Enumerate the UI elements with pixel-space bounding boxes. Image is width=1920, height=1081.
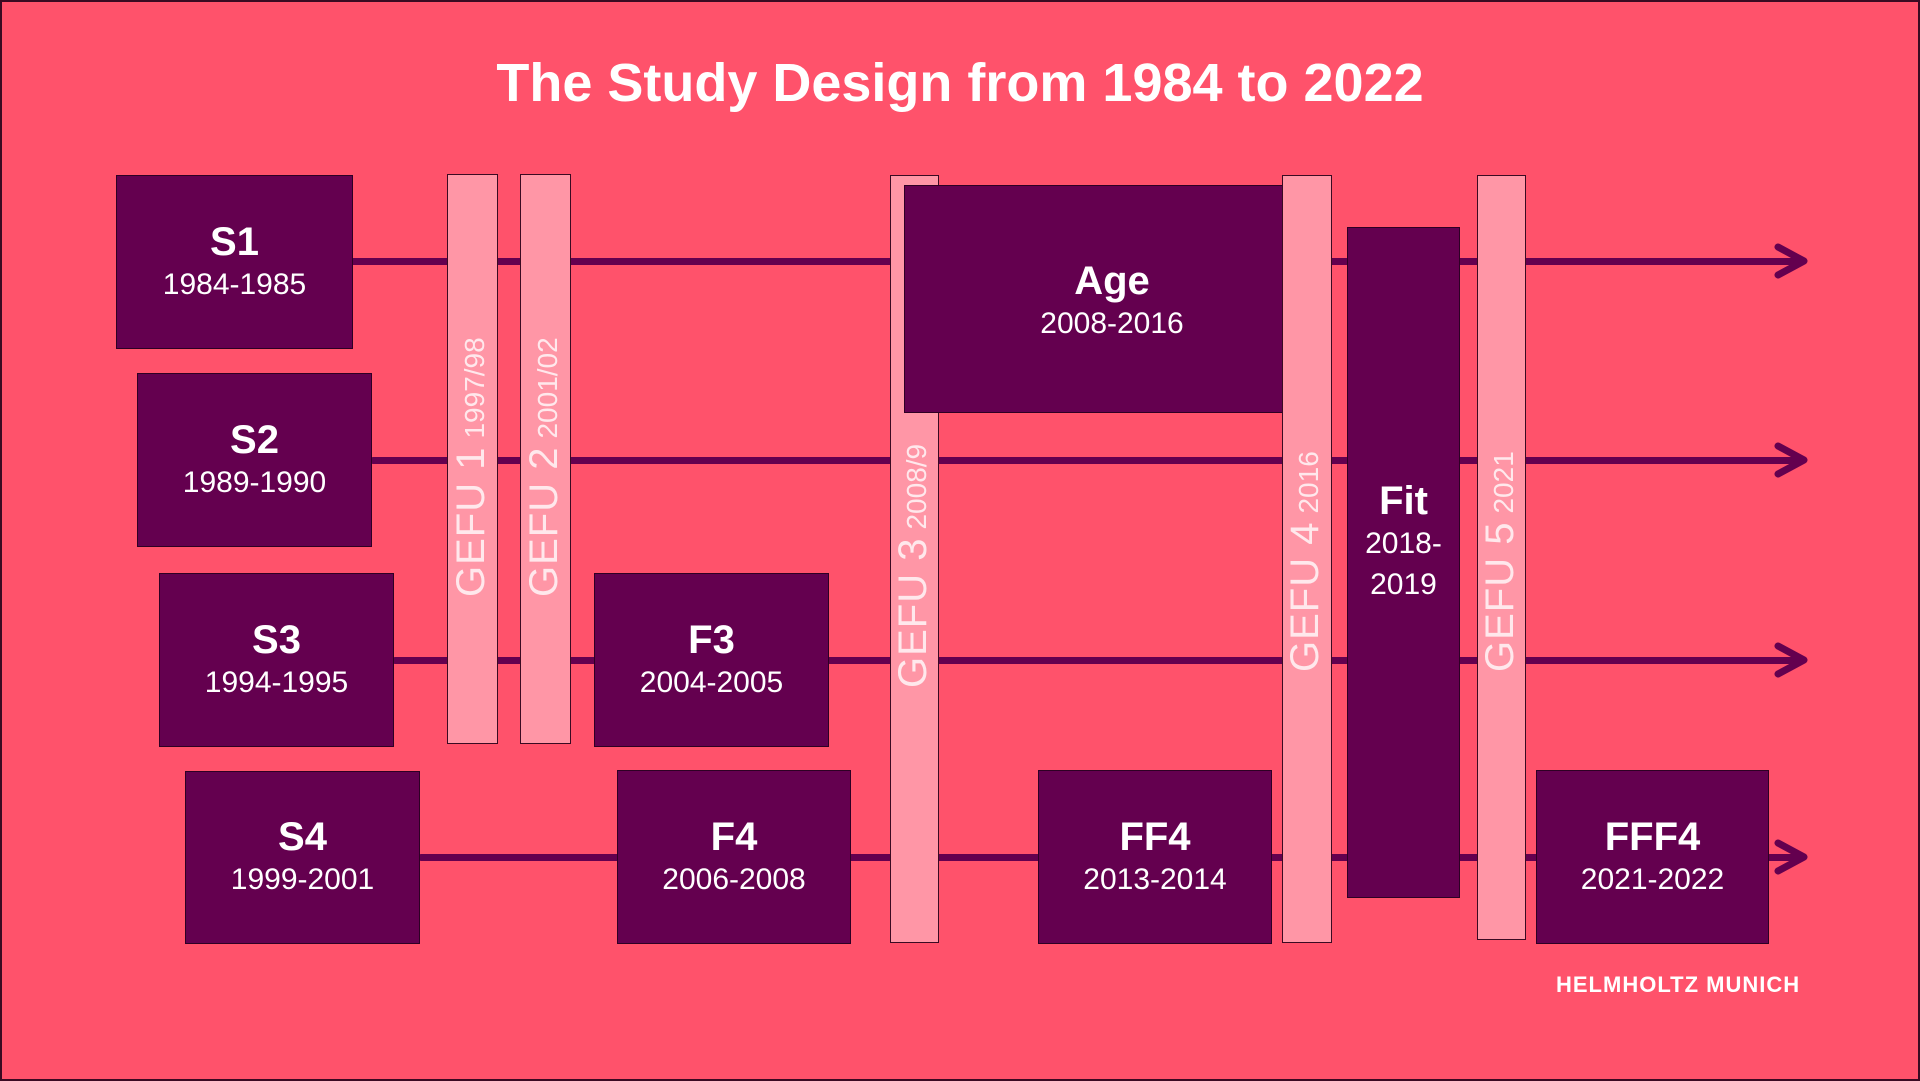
gefu-bar-5: GEFU 52021	[1477, 175, 1526, 940]
gefu-label: GEFU 52021	[1477, 451, 1522, 672]
survey-name: S3	[252, 617, 301, 662]
survey-years: 2013-2014	[1083, 862, 1227, 896]
survey-years: 2019	[1370, 567, 1437, 601]
survey-years: 2006-2008	[662, 862, 806, 896]
survey-name: FFF4	[1604, 814, 1701, 859]
gefu-label: GEFU 11997/98	[448, 337, 493, 597]
survey-name: S2	[230, 417, 279, 462]
slide-title: The Study Design from 1984 to 2022	[496, 53, 1424, 113]
survey-years: 1999-2001	[230, 863, 375, 897]
survey-name: Fit	[1379, 479, 1428, 523]
survey-years: 1989-1990	[182, 465, 327, 499]
survey-box-s1: S1 1984-1985	[116, 175, 353, 349]
survey-years: 2008-2016	[1040, 307, 1184, 340]
survey-box-fff4: FFF4 2021-2022	[1536, 770, 1769, 944]
helmholtz-munich-logo: HELMHOLTZ MUNICH	[1556, 972, 1801, 997]
survey-years: 2021-2022	[1580, 862, 1725, 896]
survey-name: S1	[210, 219, 259, 264]
gefu-label: GEFU 32008/9	[890, 443, 935, 688]
survey-box-f3: F3 2004-2005	[594, 573, 829, 747]
arrow-head-icon	[1774, 839, 1808, 875]
gefu-bar-2: GEFU 22001/02	[520, 174, 571, 744]
survey-box-s3: S3 1994-1995	[159, 573, 394, 747]
arrow-head-icon	[1774, 243, 1808, 279]
survey-years: 2018-	[1365, 527, 1442, 560]
timeline-s2	[370, 457, 1802, 464]
survey-name: F3	[688, 617, 735, 662]
gefu-label: GEFU 22001/02	[521, 337, 566, 597]
survey-box-s4: S4 1999-2001	[185, 771, 420, 944]
survey-name: FF4	[1119, 814, 1191, 859]
gefu-bar-1: GEFU 11997/98	[447, 174, 498, 744]
survey-years: 1994-1995	[204, 665, 349, 699]
survey-name: S4	[278, 815, 327, 860]
survey-years: 1984-1985	[162, 267, 307, 301]
survey-box-f4: F4 2006-2008	[617, 770, 851, 944]
survey-years: 2004-2005	[639, 665, 784, 699]
survey-name: F4	[710, 814, 758, 859]
survey-name: Age	[1074, 259, 1150, 303]
arrow-head-icon	[1774, 642, 1808, 678]
survey-box-fit: Fit 2018- 2019	[1347, 227, 1460, 898]
survey-box-ff4: FF4 2013-2014	[1038, 770, 1272, 944]
gefu-bar-4: GEFU 42016	[1282, 175, 1332, 943]
gefu-label: GEFU 42016	[1283, 451, 1327, 672]
survey-box-s2: S2 1989-1990	[137, 373, 372, 547]
timeline-s3	[392, 657, 1802, 664]
survey-box-age: Age 2008-2016	[904, 185, 1320, 413]
arrow-head-icon	[1774, 442, 1808, 478]
